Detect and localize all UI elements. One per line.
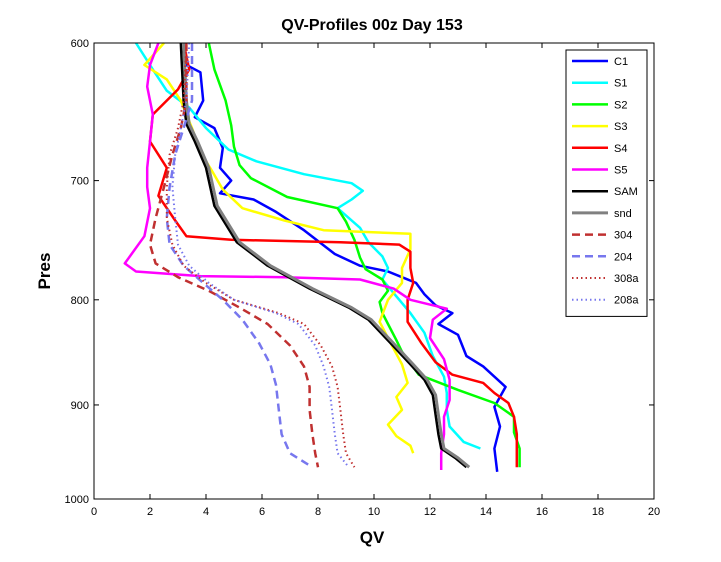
plot-area [93, 42, 655, 500]
x-tick-label: 2 [147, 506, 153, 518]
legend-label-208a: 208a [614, 295, 639, 307]
y-axis-label: Pres [35, 253, 54, 290]
legend-label-s3: S3 [614, 121, 627, 133]
legend-label-s4: S4 [614, 143, 627, 155]
series-layer [123, 42, 521, 472]
legend-label-308a: 308a [614, 273, 639, 285]
ticks-layer: 0 2 4 6 8 10 12 14 16 18 20 600 700 800 900 1000 [65, 38, 661, 518]
y-tick-label: 1000 [65, 494, 89, 506]
series-line-snd [182, 42, 471, 469]
x-tick-label: 0 [91, 506, 97, 518]
legend-box [565, 49, 648, 317]
x-tick-label: 18 [592, 506, 604, 518]
x-tick-label: 4 [203, 506, 209, 518]
legend-label-c1: C1 [614, 56, 628, 68]
legend-label-sam: SAM [614, 186, 638, 198]
series-line-208a [171, 42, 350, 468]
legend-label-304: 304 [614, 230, 632, 242]
x-tick-label: 12 [424, 506, 436, 518]
x-tick-label: 8 [315, 506, 321, 518]
series-line-s2 [207, 42, 521, 468]
legend-label-s2: S2 [614, 99, 627, 111]
x-tick-label: 20 [648, 506, 660, 518]
x-axis-label: QV [360, 528, 385, 547]
legend-label-s1: S1 [614, 78, 627, 90]
y-tick-label: 800 [71, 295, 89, 307]
series-line-s5 [123, 42, 451, 470]
legend: C1 S1 S2 S3 S4 S5 SAM snd 304 204 308a 208a [565, 49, 648, 317]
x-tick-label: 6 [259, 506, 265, 518]
y-tick-label: 700 [71, 176, 89, 188]
chart-title: QV-Profiles 00z Day 153 [281, 17, 463, 34]
series-line-c1 [182, 42, 507, 472]
series-line-s4 [148, 42, 519, 468]
y-tick-label: 900 [71, 400, 89, 412]
x-tick-label: 10 [368, 506, 380, 518]
y-tick-label: 600 [71, 38, 89, 50]
legend-label-snd: snd [614, 208, 632, 220]
legend-label-204: 204 [614, 251, 632, 263]
legend-label-s5: S5 [614, 165, 627, 177]
x-tick-label: 14 [480, 506, 492, 518]
x-tick-label: 16 [536, 506, 548, 518]
